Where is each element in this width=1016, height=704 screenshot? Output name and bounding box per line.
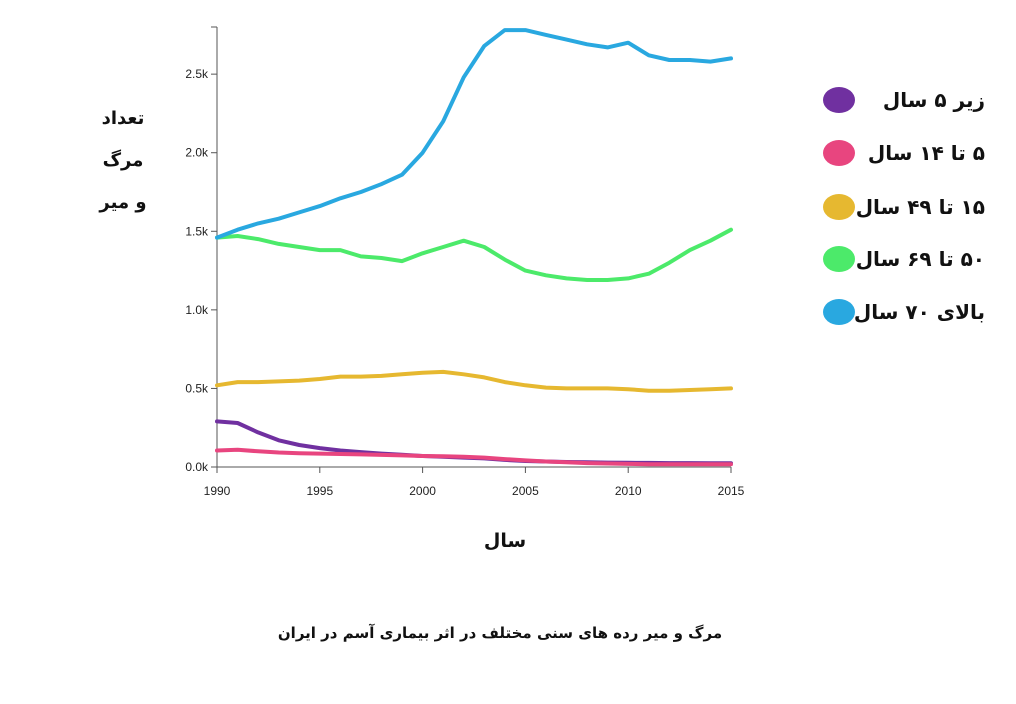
legend-item-under-5: زیر ۵ سال bbox=[820, 85, 985, 115]
series-line-2 bbox=[215, 369, 733, 393]
legend-item-5-14: ۵ تا ۱۴ سال bbox=[820, 138, 985, 168]
legend-label-15-49: ۱۵ تا ۴۹ سال bbox=[855, 195, 985, 219]
y-axis-label-line-2: مرگ bbox=[102, 150, 144, 171]
legend-label-5-14: ۵ تا ۱۴ سال bbox=[867, 141, 985, 165]
y-tick-label: 2.0k bbox=[185, 146, 209, 160]
y-axis-label-line-3: و میر bbox=[99, 192, 147, 213]
chart-lines bbox=[215, 28, 733, 467]
y-axis-label-line-1: تعداد bbox=[101, 108, 145, 129]
x-tick-label: 2005 bbox=[512, 484, 539, 498]
legend-label-over-70: بالای ۷۰ سال bbox=[853, 300, 985, 324]
legend-swatch-under-5 bbox=[823, 87, 855, 113]
y-tick-label: 0.0k bbox=[185, 460, 209, 474]
legend-label-under-5: زیر ۵ سال bbox=[882, 88, 985, 112]
chart-title: مرگ و میر رده های سنی مختلف در اثر بیمار… bbox=[277, 624, 723, 642]
chart-axes: 0.0k 0.5k 1.0k 1.5k 2.0k 2.5k 1990 1995 2000 2005… bbox=[185, 26, 745, 498]
legend-swatch-5-14 bbox=[823, 140, 855, 166]
y-tick-label: 2.5k bbox=[185, 67, 209, 81]
x-tick-label: 2015 bbox=[718, 484, 745, 498]
legend-item-over-70: بالای ۷۰ سال bbox=[820, 297, 985, 327]
y-tick-label: 1.5k bbox=[185, 224, 209, 238]
series-line-3 bbox=[215, 227, 733, 282]
y-tick-label: 0.5k bbox=[185, 381, 209, 395]
x-tick-label: 1990 bbox=[204, 484, 231, 498]
x-tick-label: 2000 bbox=[409, 484, 436, 498]
legend-item-15-49: ۱۵ تا ۴۹ سال bbox=[820, 192, 985, 222]
series-line-4 bbox=[215, 28, 733, 240]
legend-swatch-15-49 bbox=[823, 194, 855, 220]
series-line-1 bbox=[215, 447, 733, 467]
legend-item-50-69: ۵۰ تا ۶۹ سال bbox=[820, 244, 985, 274]
y-tick-label: 1.0k bbox=[185, 303, 209, 317]
legend-label-50-69: ۵۰ تا ۶۹ سال bbox=[855, 247, 985, 271]
legend-swatch-50-69 bbox=[823, 246, 855, 272]
legend-swatch-over-70 bbox=[823, 299, 855, 325]
x-tick-label: 2010 bbox=[615, 484, 642, 498]
x-tick-label: 1995 bbox=[306, 484, 333, 498]
x-axis-label: سال bbox=[483, 530, 527, 552]
